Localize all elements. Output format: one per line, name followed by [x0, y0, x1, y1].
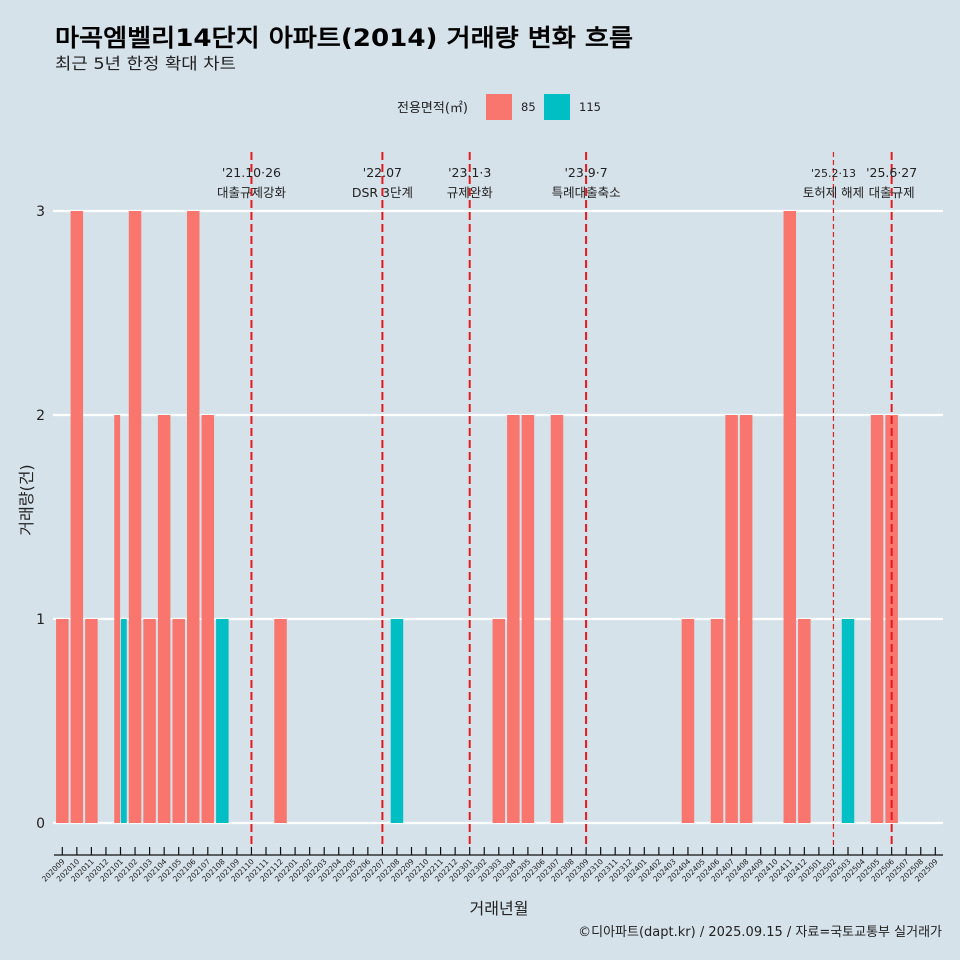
- bar-85-202101: [114, 415, 121, 823]
- event-label: 특례대출축소: [552, 185, 621, 200]
- event-date: '23.9·7: [564, 165, 607, 180]
- event-date: '25.6·27: [866, 165, 917, 180]
- bar-85-202106: [187, 211, 200, 823]
- bar-85-202011: [85, 619, 98, 823]
- y-tick-label: 2: [36, 408, 45, 424]
- event-date: '25.2·13: [811, 167, 856, 180]
- legend-label-85: 85: [521, 100, 536, 114]
- event-label: 대출규제강화: [217, 185, 287, 200]
- event-date: '21.10·26: [222, 165, 281, 180]
- bar-85-202404: [681, 619, 695, 823]
- y-axis-ticks: 0 1 2 3: [36, 204, 45, 832]
- bar-85-202407: [725, 415, 738, 823]
- bar-85-202303: [492, 619, 506, 823]
- bar-85-202406: [710, 619, 724, 823]
- legend-swatch-115: [544, 94, 570, 120]
- y-tick-label: 1: [36, 612, 45, 628]
- bar-85-202112: [274, 619, 287, 823]
- bar-85-202505: [870, 415, 884, 823]
- event-label: 토허제 해제: [803, 185, 864, 200]
- event-annotations: '21.10·26 대출규제강화 '22.07 DSR 3단계 '23.1·3 규제완화 '…: [217, 152, 917, 847]
- event-date: '22.07: [363, 165, 402, 180]
- chart-caption: ©디아파트(dapt.kr) / 2025.09.15 / 자료=국토교통부 실…: [578, 925, 942, 940]
- event-label: 대출규제: [869, 185, 915, 200]
- bar-85-202411: [783, 211, 797, 823]
- bar-85-202412: [798, 619, 811, 823]
- bars: [56, 211, 898, 823]
- bar-85-202408: [739, 415, 753, 823]
- bar-85-202307: [550, 415, 564, 823]
- bar-85-202102: [128, 211, 142, 823]
- bar-85-202104: [157, 415, 171, 823]
- chart-title: 마곡엠벨리14단지 아파트(2014) 거래량 변화 흐름: [55, 24, 633, 52]
- bar-85-202010: [70, 211, 84, 823]
- bar-85-202305: [521, 415, 535, 823]
- bar-85-202107: [201, 415, 215, 823]
- event-date: '23.1·3: [448, 165, 491, 180]
- y-axis-title: 거래량(건): [17, 464, 36, 535]
- legend-swatch-85: [486, 94, 512, 120]
- event-label: 규제완화: [447, 185, 494, 200]
- bar-115-202503: [841, 619, 855, 823]
- y-tick-label: 3: [36, 204, 45, 220]
- bar-85-202304: [507, 415, 520, 823]
- bar-115-202108: [216, 619, 229, 823]
- bar-85-202103: [143, 619, 156, 823]
- y-tick-label: 0: [36, 816, 45, 832]
- event-label: DSR 3단계: [352, 185, 413, 200]
- legend: 전용면적(㎡) 85 115: [397, 94, 601, 120]
- bar-85-202009: [56, 619, 69, 823]
- bar-115-202101: [120, 619, 127, 823]
- legend-label-115: 115: [579, 100, 601, 114]
- bar-85-202506: [885, 415, 898, 823]
- legend-title: 전용면적(㎡): [397, 101, 468, 116]
- bar-115-202208: [390, 619, 404, 823]
- bar-85-202105: [172, 619, 185, 823]
- chart-subtitle: 최근 5년 한정 확대 차트: [55, 54, 236, 73]
- x-axis-title: 거래년월: [470, 899, 529, 918]
